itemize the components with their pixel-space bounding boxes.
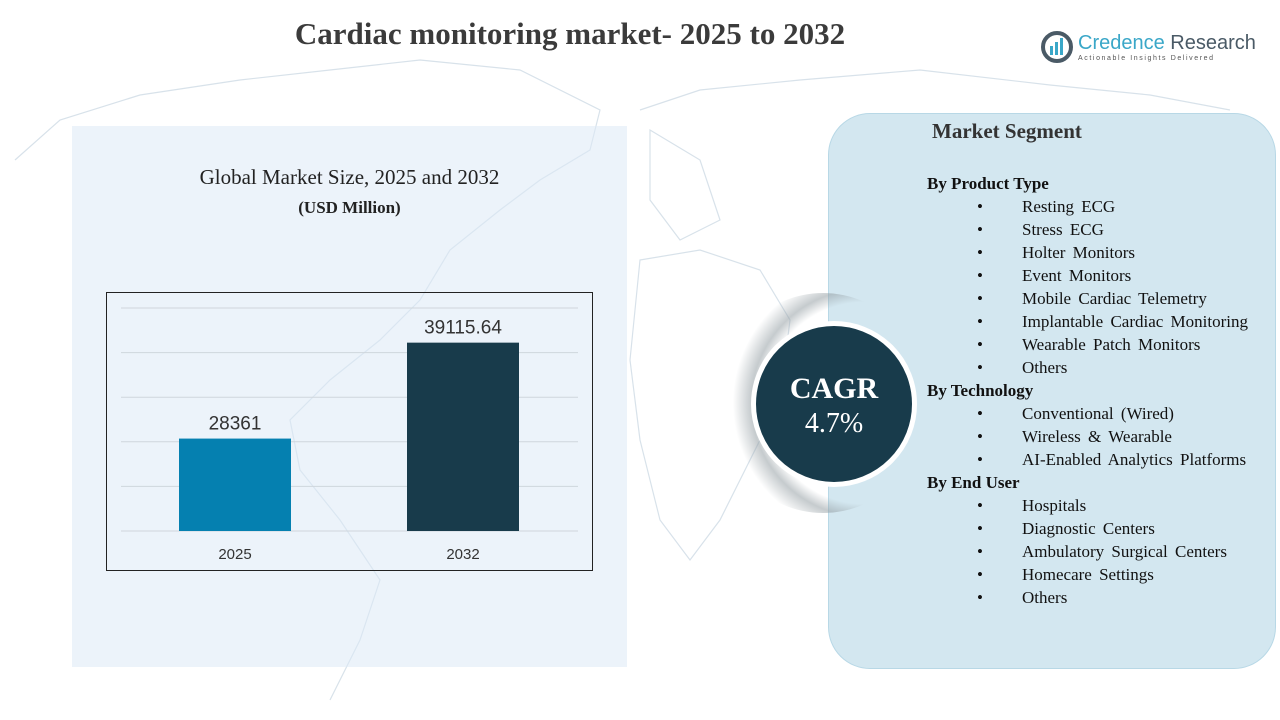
segment-item: • Conventional (Wired) [927,402,1174,425]
cagr-badge: CAGR 4.7% [751,321,917,487]
bullet-icon: • [977,289,983,308]
logo-name-a: Credence [1078,32,1165,54]
data-label: 28361 [209,414,262,435]
segment-item: • Mobile Cardiac Telemetry [927,287,1207,310]
segment-heading: By End User [927,473,1020,492]
segment-item: • Stress ECG [927,218,1104,241]
segment-item: • Wireless & Wearable [927,425,1172,448]
segment-item: • Others [927,586,1067,609]
bar-2025 [179,438,291,531]
bullet-icon: • [977,519,983,538]
segment-item: • Diagnostic Centers [927,517,1155,540]
segment-item: • Resting ECG [927,195,1115,218]
segment-item: • Holter Monitors [927,241,1135,264]
bullet-icon: • [977,266,983,285]
segment-item: • Event Monitors [927,264,1131,287]
segment-item-label: Conventional (Wired) [1022,404,1174,423]
bullet-icon: • [977,542,983,561]
bullet-icon: • [977,197,983,216]
chart-frame: 28361 2025 39115.64 2032 [106,292,593,571]
segment-item-label: Others [1022,588,1068,607]
bullet-icon: • [977,220,983,239]
segment-item: • Implantable Cardiac Monitoring [927,310,1248,333]
segment-item: • Wearable Patch Monitors [927,333,1200,356]
cagr-label: CAGR [789,372,879,405]
segment-item-label: Hospitals [1022,496,1087,515]
bullet-icon: • [977,404,983,423]
bullet-icon: • [977,496,983,515]
segment-item: • AI-Enabled Analytics Platforms [927,448,1246,471]
segment-list: By Product Type • Resting ECG • Stress ECG • H… [927,172,1248,609]
segment-item-label: Stress ECG [1022,220,1104,239]
bullet-icon: • [977,450,983,469]
segment-item: • Hospitals [927,494,1086,517]
bullet-icon: • [977,312,983,331]
segment-title: Market Segment [932,119,1082,143]
x-tick-label: 2032 [446,546,479,563]
market-size-panel [72,126,627,667]
bar-2032 [407,342,519,531]
bullet-icon: • [977,427,983,446]
x-tick-label: 2025 [218,546,251,563]
segment-item-label: AI-Enabled Analytics Platforms [1022,450,1247,469]
segment-item-label: Mobile Cardiac Telemetry [1022,289,1207,308]
page-title: Cardiac monitoring market- 2025 to 2032 [294,16,846,51]
segment-item: • Ambulatory Surgical Centers [927,540,1227,563]
segment-item-label: Homecare Settings [1022,565,1154,584]
segment-item: • Others [927,356,1067,379]
segment-item: • Homecare Settings [927,563,1154,586]
data-label: 39115.64 [424,318,502,339]
segment-item-label: Wireless & Wearable [1022,427,1172,446]
bar-chart: 28361 2025 39115.64 2032 [121,307,578,563]
segment-item-label: Wearable Patch Monitors [1022,335,1201,354]
bullet-icon: • [977,565,983,584]
cagr-value: 4.7% [804,408,864,439]
bullet-icon: • [977,588,983,607]
chart-subtitle: (USD Million) [298,198,401,217]
segment-item-label: Ambulatory Surgical Centers [1022,542,1227,561]
segment-item-label: Holter Monitors [1022,243,1136,262]
segment-heading: By Product Type [927,174,1049,193]
credence-research-logo: Credence Research Actionable Insights De… [1040,30,1260,70]
segment-item-label: Implantable Cardiac Monitoring [1022,312,1248,331]
logo-name-b: Research [1170,32,1256,54]
segment-heading: By Technology [927,381,1034,400]
logo-tagline: Actionable Insights Delivered [1078,55,1215,62]
bullet-icon: • [977,358,983,377]
logo-icon [1041,31,1073,63]
segment-item-label: Resting ECG [1022,197,1116,216]
segment-item-label: Diagnostic Centers [1022,519,1155,538]
segment-item-label: Others [1022,358,1068,377]
chart-title: Global Market Size, 2025 and 2032 [199,165,500,189]
segment-item-label: Event Monitors [1022,266,1132,285]
bullet-icon: • [977,335,983,354]
bullet-icon: • [977,243,983,262]
